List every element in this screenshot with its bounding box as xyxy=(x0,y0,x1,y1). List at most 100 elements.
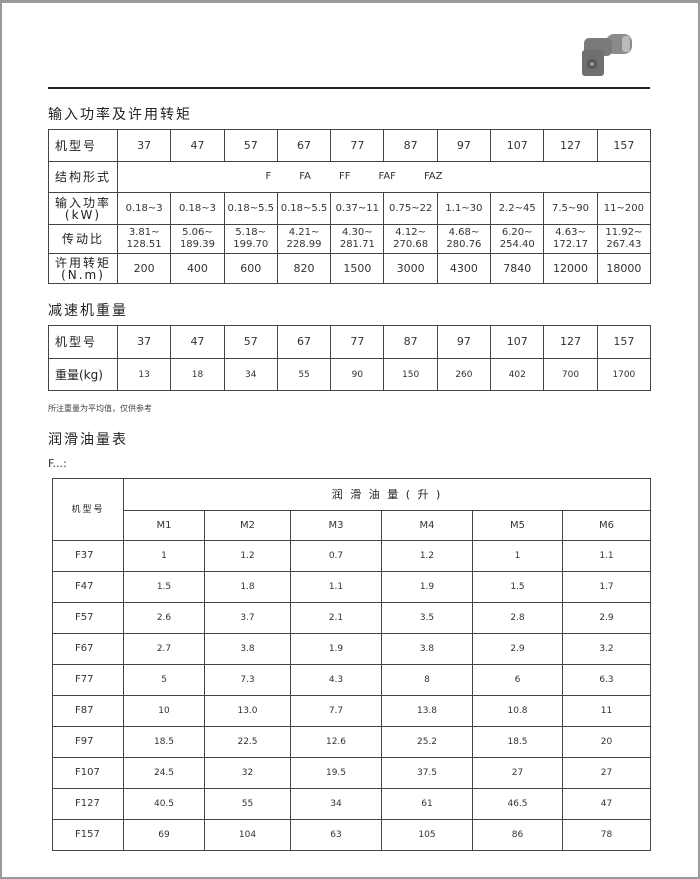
table-row-weight: 重量(kg) 13 18 34 55 90 150 260 402 700 1700 xyxy=(48,358,652,391)
oil-value-cell: 6 xyxy=(472,664,563,696)
oil-value-cell: 3.2 xyxy=(562,633,651,665)
oil-value-cell: 2.9 xyxy=(472,633,563,665)
row-label: 传动比 xyxy=(48,224,118,254)
model-cell: 157 xyxy=(596,129,652,162)
weight-cell: 260 xyxy=(436,358,492,391)
oil-value-cell: 12.6 xyxy=(290,726,382,758)
ratio-cell: 4.12~ 270.68 xyxy=(383,224,438,254)
oil-value-cell: 6.3 xyxy=(562,664,651,696)
oil-value-cell: 1.2 xyxy=(381,540,473,572)
row-label: 重量(kg) xyxy=(48,358,118,391)
oil-value-cell: 40.5 xyxy=(123,788,205,820)
table-row: F97 18.5 22.5 12.6 25.2 18.5 20 xyxy=(52,726,651,758)
oil-value-cell: 10 xyxy=(123,695,205,727)
oil-value-cell: 47 xyxy=(562,788,651,820)
model-cell: F57 xyxy=(52,602,124,634)
torque-cell: 600 xyxy=(223,253,278,284)
oil-value-cell: 1.9 xyxy=(290,633,382,665)
oil-value-cell: 2.6 xyxy=(123,602,205,634)
oil-value-cell: 24.5 xyxy=(123,757,205,789)
model-cell: 77 xyxy=(330,129,385,162)
row-label: 结构形式 xyxy=(48,161,118,193)
model-cell: 77 xyxy=(330,325,385,359)
weight-note: 所注重量为平均值，仅供参考 xyxy=(48,404,152,413)
model-cell: 107 xyxy=(490,325,545,359)
weight-cell: 13 xyxy=(116,358,172,391)
ratio-cell: 5.18~ 199.70 xyxy=(223,224,278,254)
model-cell: F47 xyxy=(52,571,124,603)
structure-type: FAF xyxy=(378,171,396,182)
model-cell: F37 xyxy=(52,540,124,572)
model-cell: 67 xyxy=(276,129,332,162)
weight-cell: 90 xyxy=(330,358,385,391)
oil-value-cell: 20 xyxy=(562,726,651,758)
table-row: F57 2.6 3.7 2.1 3.5 2.8 2.9 xyxy=(52,602,651,634)
structure-type: FF xyxy=(338,171,351,182)
ratio-cell: 4.30~ 281.71 xyxy=(330,224,385,254)
structure-type: FAZ xyxy=(423,171,443,182)
torque-cell: 7840 xyxy=(490,253,545,284)
model-cell: F97 xyxy=(52,726,124,758)
oil-value-cell: 3.7 xyxy=(204,602,291,634)
table-row: F87 10 13.0 7.7 13.8 10.8 11 xyxy=(52,695,651,727)
weight-cell: 402 xyxy=(490,358,545,391)
oil-value-cell: 69 xyxy=(123,819,205,851)
oil-value-cell: 32 xyxy=(204,757,291,789)
torque-cell: 4300 xyxy=(436,253,492,284)
oil-value-cell: 25.2 xyxy=(381,726,473,758)
position-header: M3 xyxy=(290,510,382,541)
power-cell: 7.5~90 xyxy=(543,192,598,225)
oil-value-cell: 13.0 xyxy=(204,695,291,727)
oil-value-cell: 1 xyxy=(123,540,205,572)
position-header: M4 xyxy=(381,510,473,541)
model-cell: 37 xyxy=(116,129,172,162)
model-cell: F87 xyxy=(52,695,124,727)
position-header: M2 xyxy=(204,510,291,541)
lubrication-table: 机型号润 滑 油 量 ( 升 ) M1 M2 M3 M4 M5 M6 F37 1 1.2 0.7… xyxy=(52,478,651,851)
oil-value-cell: 2.8 xyxy=(472,602,563,634)
table-row: F67 2.7 3.8 1.9 3.8 2.9 3.2 xyxy=(52,633,651,665)
power-cell: 0.75~22 xyxy=(383,192,438,225)
model-cell: 47 xyxy=(170,129,225,162)
oil-value-cell: 27 xyxy=(472,757,563,789)
oil-value-cell: 86 xyxy=(472,819,563,851)
oil-value-cell: 78 xyxy=(562,819,651,851)
oil-value-cell: 46.5 xyxy=(472,788,563,820)
model-cell: F77 xyxy=(52,664,124,696)
model-cell: 107 xyxy=(490,129,545,162)
ratio-cell: 4.68~ 280.76 xyxy=(436,224,492,254)
model-cell: 127 xyxy=(543,129,598,162)
series-subtitle: F...: xyxy=(48,457,67,470)
position-header: M1 xyxy=(123,510,205,541)
torque-cell: 12000 xyxy=(543,253,598,284)
oil-value-cell: 3.8 xyxy=(204,633,291,665)
oil-value-cell: 19.5 xyxy=(290,757,382,789)
oil-value-cell: 2.9 xyxy=(562,602,651,634)
power-cell: 0.18~5.5 xyxy=(223,192,278,225)
header-rule xyxy=(48,87,650,89)
oil-value-cell: 37.5 xyxy=(381,757,473,789)
structure-type: F xyxy=(265,171,272,182)
ratio-cell: 3.81~ 128.51 xyxy=(116,224,172,254)
ratio-cell: 11.92~ 267.43 xyxy=(596,224,652,254)
oil-value-cell: 0.7 xyxy=(290,540,382,572)
torque-cell: 400 xyxy=(170,253,225,284)
oil-value-cell: 18.5 xyxy=(123,726,205,758)
row-label: 机型号 xyxy=(48,129,118,162)
oil-value-cell: 1.2 xyxy=(204,540,291,572)
model-cell: 87 xyxy=(383,129,438,162)
oil-value-cell: 1.5 xyxy=(123,571,205,603)
model-cell: 87 xyxy=(383,325,438,359)
model-cell: 127 xyxy=(543,325,598,359)
torque-cell: 200 xyxy=(116,253,172,284)
structure-values: F FA FF FAF FAZ xyxy=(117,161,651,193)
model-cell: F127 xyxy=(52,788,124,820)
weight-table: 机型号 37 47 57 67 77 87 97 107 127 157 重量(kg) 13 18 34 5… xyxy=(48,325,652,391)
section-title-lubrication: 润滑油量表 xyxy=(48,432,128,448)
position-header: M6 xyxy=(562,510,651,541)
ratio-cell: 4.21~ 228.99 xyxy=(276,224,332,254)
torque-cell: 820 xyxy=(276,253,332,284)
oil-value-cell: 3.8 xyxy=(381,633,473,665)
weight-cell: 150 xyxy=(383,358,438,391)
